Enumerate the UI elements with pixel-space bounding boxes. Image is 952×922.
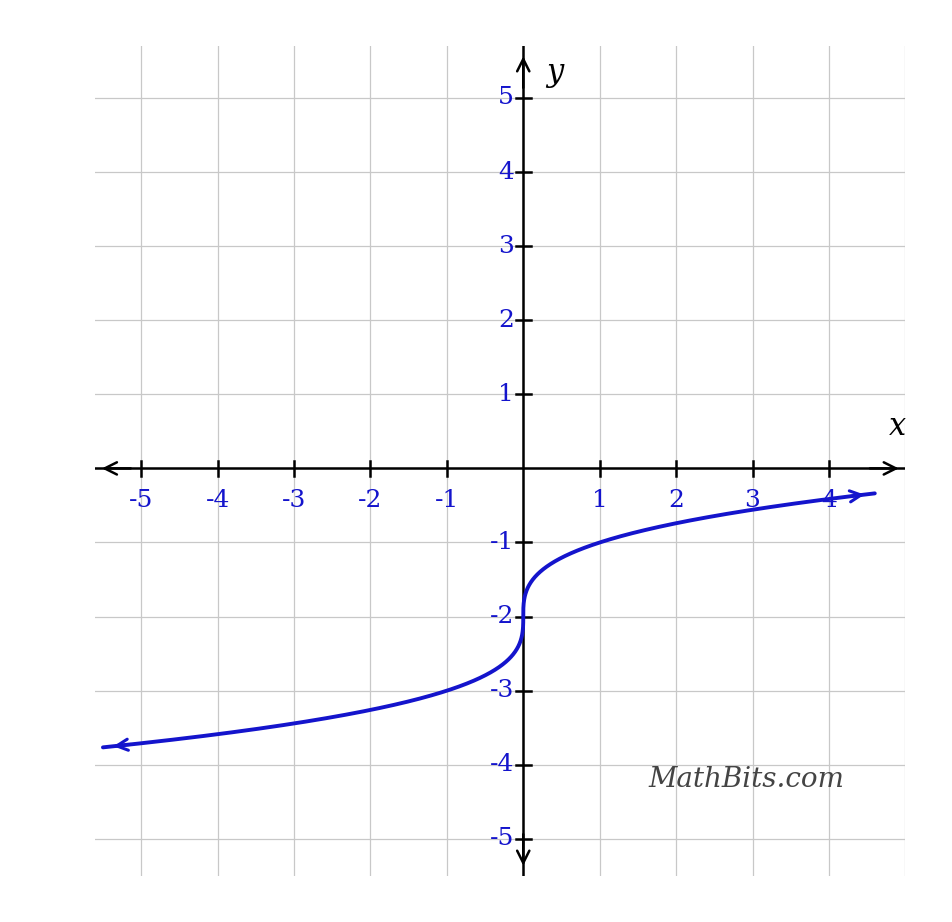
Text: -1: -1	[434, 490, 459, 512]
Text: 3: 3	[498, 234, 513, 257]
Text: -5: -5	[129, 490, 153, 512]
Text: MathBits.com: MathBits.com	[647, 766, 843, 793]
Text: 4: 4	[820, 490, 836, 512]
Text: -2: -2	[489, 605, 513, 628]
Text: -4: -4	[206, 490, 229, 512]
Text: -3: -3	[489, 680, 513, 703]
Text: -2: -2	[358, 490, 382, 512]
Text: 2: 2	[667, 490, 684, 512]
Text: 3: 3	[744, 490, 760, 512]
Text: 4: 4	[498, 160, 513, 183]
Text: y: y	[545, 57, 563, 89]
Text: -3: -3	[282, 490, 306, 512]
Text: -1: -1	[489, 531, 513, 554]
Text: -4: -4	[489, 753, 513, 776]
Text: -5: -5	[489, 827, 513, 850]
Text: x: x	[888, 411, 905, 443]
Text: 5: 5	[498, 87, 513, 110]
Text: 1: 1	[591, 490, 607, 512]
Text: 2: 2	[498, 309, 513, 332]
Text: 1: 1	[498, 383, 513, 406]
